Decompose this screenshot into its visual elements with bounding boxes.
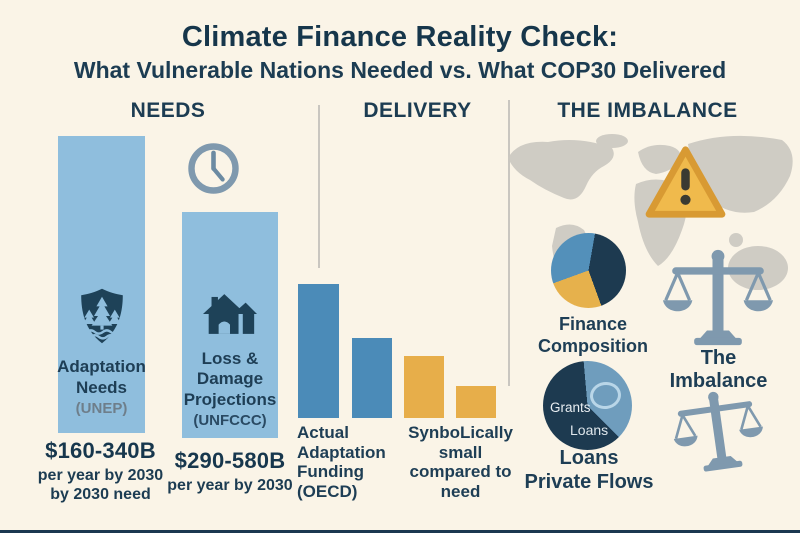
pie2-loans-label: Loans xyxy=(570,422,609,438)
needs-amount1-note: per year by 2030 by 2030 need xyxy=(37,467,164,504)
finance-composition-pie xyxy=(551,233,626,308)
tilted-scales-icon xyxy=(668,384,768,477)
page-title: Climate Finance Reality Check: xyxy=(181,21,619,53)
needs-bar1-sublabel: (UNEP) xyxy=(75,400,128,417)
delivery-bar-1 xyxy=(298,284,339,418)
finance-composition-label: Finance Composition xyxy=(538,314,648,356)
delivery-column-header: DELIVERY xyxy=(363,99,472,122)
delivery-bar-4 xyxy=(456,386,496,418)
house-icon xyxy=(203,292,257,341)
needs-bar1-label: Adaptation Needs xyxy=(57,357,146,397)
delivery-bar-2 xyxy=(352,338,392,418)
page-subtitle: What Vulnerable Nations Needed vs. What … xyxy=(73,57,727,83)
needs-amount-loss-damage: $290-580B per year by 2030 xyxy=(150,448,310,495)
delivery-bar-3 xyxy=(404,356,444,418)
needs-amount2-note: per year by 2030 xyxy=(167,477,293,494)
imbalance-column-header: THE IMBALANCE xyxy=(557,99,738,122)
delivery-label-symbolic: SynboLically small compared to need xyxy=(408,423,513,502)
shield-trees-icon xyxy=(78,288,126,349)
needs-column-header: NEEDS xyxy=(130,99,206,122)
loans-private-flows-label: Loans Private Flows xyxy=(524,447,654,493)
column-divider-right xyxy=(508,100,510,386)
delivery-label-actual: Actual Adaptation Funding (OECD) xyxy=(297,423,386,502)
loans-private-flows-pie: Grants Loans xyxy=(543,361,632,450)
balance-scales-icon xyxy=(663,248,773,347)
needs-amount-adaptation: $160-340B per year by 2030 by 2030 need xyxy=(18,438,183,504)
needs-amount2-value: $290-580B xyxy=(174,448,286,473)
the-imbalance-label: The Imbalance xyxy=(669,347,768,392)
clock-icon xyxy=(186,141,241,196)
coin-circle-icon xyxy=(588,379,623,412)
needs-bar2-sublabel: (UNFCCC) xyxy=(193,412,267,429)
warning-triangle-icon xyxy=(643,143,728,221)
needs-bar2-label: Loss & Damage Projections xyxy=(183,348,277,409)
needs-amount1-value: $160-340B xyxy=(45,438,156,463)
column-divider-left xyxy=(318,105,320,268)
pie2-grants-label: Grants xyxy=(550,400,591,415)
needs-bar-adaptation: Adaptation Needs (UNEP) xyxy=(57,136,146,433)
needs-bar-loss-damage: Loss & Damage Projections (UNFCCC) xyxy=(182,212,278,438)
bottom-border xyxy=(0,530,800,533)
